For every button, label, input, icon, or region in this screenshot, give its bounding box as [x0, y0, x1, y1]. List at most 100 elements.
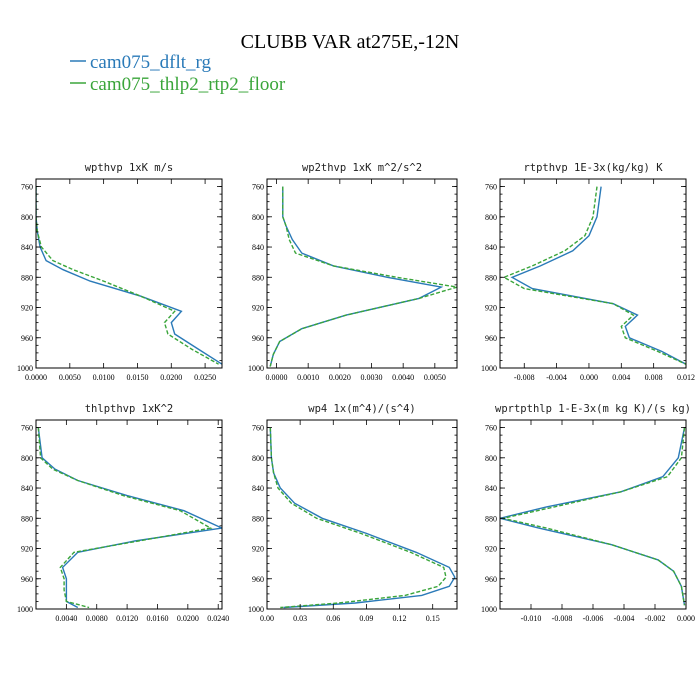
series-line-dflt — [500, 427, 686, 606]
panel-title: wp4 1x(m^4)/(s^4) — [308, 403, 415, 415]
x-tick-label: 0.12 — [393, 614, 407, 623]
x-tick-label: 0.000 — [580, 373, 598, 382]
y-tick-label: 920 — [252, 304, 264, 313]
x-tick-label: 0.0010 — [297, 373, 319, 382]
plot-frame — [499, 178, 687, 369]
x-tick-label: -0.002 — [645, 614, 666, 623]
y-tick-label: 760 — [485, 424, 497, 433]
chart-panel-2: wp2thvp 1xK m^2/s^2 760 800 840 880 920 960 100… — [248, 162, 458, 382]
panel-title: thlpthvp 1xK^2 — [85, 403, 174, 415]
series-line-dflt — [510, 186, 686, 365]
y-tick-label: 920 — [485, 545, 497, 554]
series-line-floor — [269, 427, 447, 609]
x-tick-label: 0.0040 — [55, 614, 77, 623]
series-line-floor — [36, 186, 219, 365]
y-tick-label: 960 — [21, 334, 33, 343]
x-tick-label: 0.15 — [426, 614, 440, 623]
legend-label-floor: cam075_thlp2_rtp2_floor — [90, 74, 286, 95]
y-tick-label: 800 — [485, 213, 497, 222]
y-tick-label: 880 — [21, 273, 33, 282]
y-tick-label: 760 — [485, 183, 497, 192]
y-tick-label: 840 — [21, 243, 33, 252]
x-tick-label: 0.0160 — [146, 614, 168, 623]
x-tick-label: 0.0200 — [160, 373, 182, 382]
chart-panel-5: wp4 1x(m^4)/(s^4)76080084088092096010000… — [248, 403, 458, 623]
y-tick-label: 800 — [485, 454, 497, 463]
panel-title: wpthvp 1xK m/s — [85, 162, 174, 174]
x-tick-label: -0.008 — [552, 614, 573, 623]
y-tick-label: 840 — [252, 484, 264, 493]
x-tick-label: 0.0150 — [126, 373, 148, 382]
x-tick-label: -0.008 — [514, 373, 535, 382]
y-tick-label: 880 — [485, 514, 497, 523]
x-tick-label: 0.004 — [612, 373, 630, 382]
y-tick-label: 840 — [21, 484, 33, 493]
figure-title: CLUBB VAR at275E,-12N — [241, 31, 460, 53]
series-line-floor — [37, 427, 213, 609]
legend: cam075_dflt_rg cam075_thlp2_rtp2_floor — [70, 52, 286, 95]
y-tick-label: 760 — [21, 183, 33, 192]
x-tick-label: 0.0120 — [116, 614, 138, 623]
x-tick-label: 0.0080 — [86, 614, 108, 623]
x-tick-label: 0.0240 — [207, 614, 229, 623]
series-line-floor — [502, 186, 686, 365]
y-tick-label: 1000 — [17, 364, 33, 373]
y-tick-label: 920 — [21, 545, 33, 554]
x-tick-label: 0.00 — [260, 614, 274, 623]
chart-panel-4: thlpthvp 1xK^2 760 800 840 880 920 960 1000 0.00… — [17, 403, 229, 623]
x-tick-label: -0.010 — [521, 614, 542, 623]
y-tick-label: 960 — [252, 575, 264, 584]
y-tick-label: 840 — [485, 484, 497, 493]
panels: wpthvp 1xK m/s76080084088092096010000.00… — [17, 162, 695, 623]
y-tick-label: 1000 — [481, 605, 497, 614]
x-tick-label: 0.0050 — [424, 373, 446, 382]
x-tick-label: 0.0050 — [59, 373, 81, 382]
x-tick-label: 0.000 — [677, 614, 695, 623]
y-tick-label: 840 — [252, 243, 264, 252]
x-tick-label: 0.0000 — [25, 373, 47, 382]
y-tick-label: 880 — [485, 273, 497, 282]
plot-frame — [499, 419, 687, 610]
x-tick-label: 0.0100 — [93, 373, 115, 382]
y-tick-label: 760 — [252, 183, 264, 192]
y-tick-label: 800 — [252, 213, 264, 222]
x-tick-label: 0.0000 — [266, 373, 288, 382]
plot-frame — [35, 419, 223, 610]
panel-title: wprtpthlp 1-E-3x(m kg K)/(s kg) — [495, 403, 691, 415]
panel-title: wp2thvp 1xK m^2/s^2 — [302, 162, 422, 174]
x-tick-label: 0.0250 — [194, 373, 216, 382]
plot-frame — [266, 178, 458, 369]
y-tick-label: 840 — [485, 243, 497, 252]
chart-panel-6: wprtpthlp 1-E-3x(m kg K)/(s kg) 760 800 840… — [481, 403, 695, 623]
x-tick-label: 0.0040 — [392, 373, 414, 382]
y-tick-label: 880 — [252, 273, 264, 282]
y-tick-label: 1000 — [481, 364, 497, 373]
x-tick-label: 0.09 — [359, 614, 373, 623]
y-tick-label: 880 — [252, 514, 264, 523]
panel-title: rtpthvp 1E-3x(kg/kg) K — [523, 162, 663, 174]
series-line-floor — [269, 186, 457, 367]
chart-panel-3: rtpthvp 1E-3x(kg/kg) K 760 800 840 880 920 960… — [481, 162, 695, 382]
plot-frame — [35, 178, 223, 369]
y-tick-label: 760 — [252, 424, 264, 433]
x-tick-label: 0.06 — [326, 614, 340, 623]
y-tick-label: 800 — [21, 213, 33, 222]
y-tick-label: 960 — [252, 334, 264, 343]
y-tick-label: 800 — [21, 454, 33, 463]
y-tick-label: 1000 — [248, 364, 264, 373]
x-tick-label: 0.0200 — [177, 614, 199, 623]
chart-panel-1: wpthvp 1xK m/s76080084088092096010000.00… — [17, 162, 223, 382]
series-line-floor — [502, 427, 686, 606]
y-tick-label: 1000 — [17, 605, 33, 614]
series-line-dflt — [269, 186, 444, 367]
y-tick-label: 1000 — [248, 605, 264, 614]
series-line-dflt — [269, 427, 456, 609]
x-tick-label: 0.012 — [677, 373, 695, 382]
x-tick-label: 0.03 — [293, 614, 307, 623]
x-tick-label: -0.006 — [583, 614, 604, 623]
x-tick-label: 0.0020 — [329, 373, 351, 382]
legend-label-dflt: cam075_dflt_rg — [90, 52, 212, 73]
series-line-dflt — [37, 427, 222, 609]
y-tick-label: 920 — [21, 304, 33, 313]
